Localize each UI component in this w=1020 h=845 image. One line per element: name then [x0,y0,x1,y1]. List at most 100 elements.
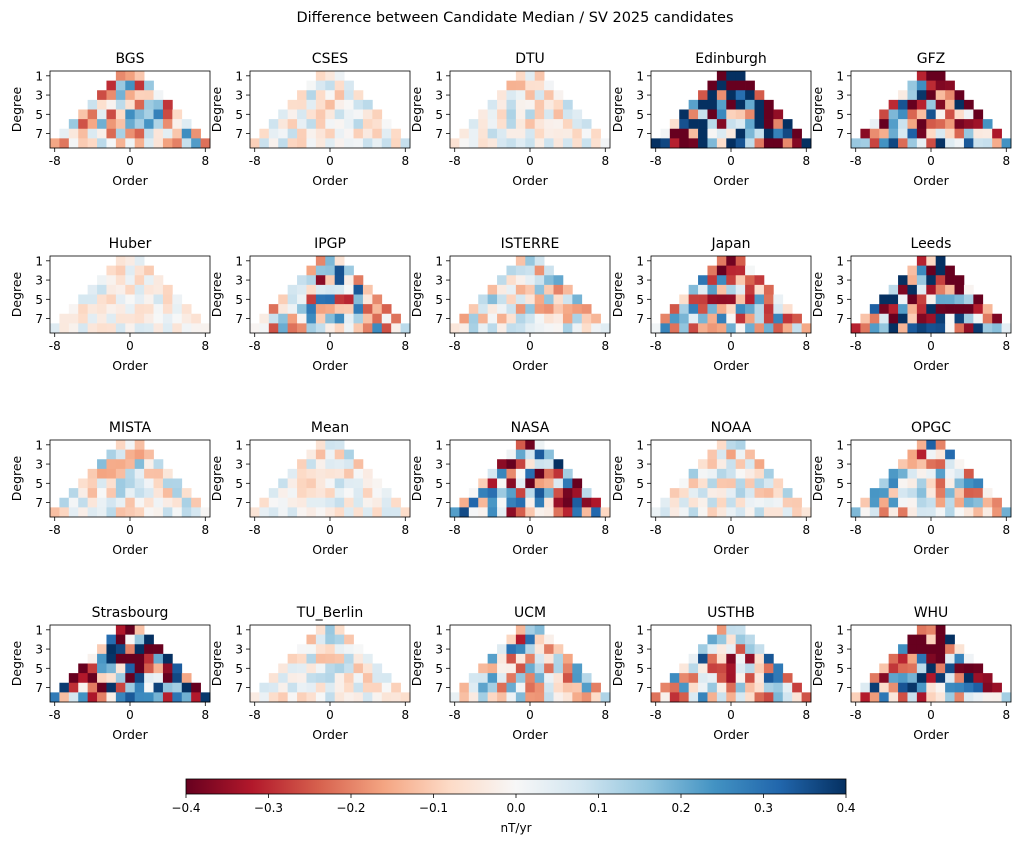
heatmap-cell [945,488,955,499]
heatmap-cell [487,468,498,479]
heatmap-cell [973,304,984,315]
heatmap-cell [754,682,765,693]
heatmap-cell [754,468,765,479]
heatmap-cell [688,294,699,305]
heatmap-cell [125,449,136,460]
heatmap-cell [716,449,727,460]
x-tick-label: 0 [526,339,534,353]
heatmap-cell [916,90,927,101]
heatmap-cell [497,663,507,674]
heatmap-cell [688,497,699,508]
heatmap-cell [716,497,727,508]
heatmap-cell [372,109,383,120]
heatmap-cell [926,109,937,120]
heatmap-cell [106,459,117,470]
y-tick-label: 7 [35,681,43,695]
heatmap-cell [754,663,765,674]
heatmap-cell [679,304,689,315]
heatmap-cell [534,653,545,664]
heatmap-cell [325,304,336,315]
heatmap-cell [534,256,545,266]
y-tick-label: 7 [35,496,43,510]
heatmap-cell [562,284,573,295]
heatmap-cell [735,256,746,266]
heatmap-cell [898,99,908,110]
heatmap-cell [572,682,583,693]
heatmap-cell [735,90,746,101]
y-axis-label: Degree [409,271,424,317]
heatmap-cell [144,644,154,655]
heatmap-cell [344,653,354,664]
heatmap-cell [907,265,918,276]
heatmap-cell [735,625,746,635]
y-axis-label: Degree [610,455,625,501]
heatmap-cell [916,304,927,315]
heatmap-cell [935,119,946,130]
heatmap-cell [754,478,765,489]
y-tick-label: 3 [836,643,844,657]
heatmap-cell [391,138,401,149]
heatmap-cell [534,459,545,470]
heatmap-cell [754,692,765,703]
heatmap-cell [525,128,536,139]
heatmap-cell [278,673,288,684]
heatmap-cell [544,682,554,693]
heatmap-cell [707,275,718,286]
heatmap-cell [162,119,173,130]
heatmap-cell [688,99,699,110]
heatmap-cell [698,478,708,489]
heatmap-cell [287,478,298,489]
heatmap-cell [869,673,880,684]
heatmap-cell [487,507,498,518]
y-tick-label: 5 [435,477,443,491]
heatmap-cell [898,507,908,518]
x-tick-label: 0 [727,523,735,537]
heatmap-cell [478,682,488,693]
heatmap-cell [562,99,573,110]
heatmap-cell [106,90,117,101]
heatmap-cell [362,138,373,149]
heatmap-cell [525,634,536,645]
heatmap-cell [982,488,993,499]
heatmap-cell [468,304,479,315]
heatmap-cell [134,90,145,101]
x-tick-label: -8 [650,154,662,168]
heatmap-cell [459,497,470,508]
panel-title: MISTA [109,420,152,436]
heatmap-cell [497,653,507,664]
panel-title: Mean [311,420,349,436]
heatmap-cell [125,468,136,479]
heatmap-cell [698,275,708,286]
heatmap-cell [315,284,326,295]
heatmap-cell [935,294,946,305]
heatmap-cell [353,138,364,149]
heatmap-cell [600,323,611,334]
heatmap-cell [916,119,927,130]
heatmap-cell [250,138,260,149]
heatmap-cell [97,478,107,489]
heatmap-cell [478,313,488,324]
heatmap-cell [669,488,680,499]
heatmap-cell [572,138,583,149]
heatmap-cell [287,682,298,693]
heatmap-cell [334,80,345,91]
heatmap-cell [916,488,927,499]
heatmap-cell [381,304,392,315]
heatmap-cell [888,304,899,315]
heatmap-cell [572,313,583,324]
heatmap-cell [651,507,661,518]
heatmap-cell [287,692,298,703]
heatmap-cell [591,507,601,518]
heatmap-cell [306,488,317,499]
heatmap-cell [660,128,671,139]
heatmap-cell [888,284,899,295]
heatmap-cell [735,692,746,703]
heatmap-cell [754,284,765,295]
heatmap-cell [726,673,737,684]
x-axis-label: Order [312,173,348,188]
heatmap-cell [525,304,536,315]
heatmap-cell [688,323,699,334]
heatmap-cell [325,644,336,655]
heatmap-cell [669,682,680,693]
